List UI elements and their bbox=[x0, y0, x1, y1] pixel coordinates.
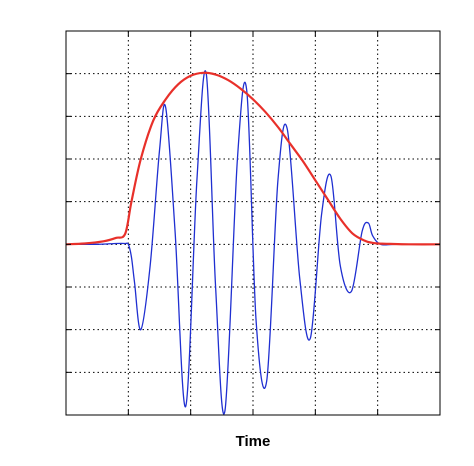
x-axis-label: Time bbox=[236, 433, 271, 450]
series-layer bbox=[65, 70, 441, 415]
ticks bbox=[66, 31, 440, 415]
envelope-line bbox=[65, 71, 441, 246]
wave-line bbox=[65, 70, 440, 415]
plot-background bbox=[66, 31, 440, 415]
